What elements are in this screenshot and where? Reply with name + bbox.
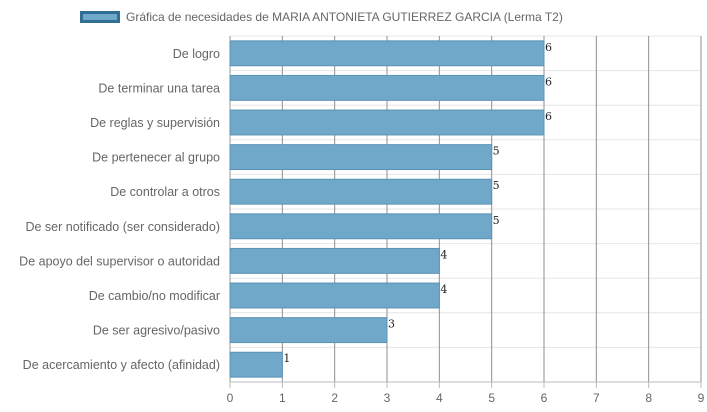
bar [229, 144, 493, 171]
data-label: 5 [493, 145, 500, 158]
data-label: 1 [283, 352, 290, 365]
legend-label: Gráfica de necesidades de MARIA ANTONIET… [126, 10, 563, 24]
x-tick-label: 6 [541, 391, 548, 405]
data-label: 3 [388, 318, 395, 331]
category-label: De acercamiento y afecto (afinidad) [23, 358, 220, 372]
data-label: 4 [440, 248, 447, 261]
bar [229, 178, 493, 205]
data-label: 5 [493, 179, 500, 192]
data-label: 4 [440, 283, 447, 296]
data-label: 5 [493, 214, 500, 227]
bar [229, 74, 545, 101]
bar [229, 109, 545, 136]
category-label: De pertenecer al grupo [92, 151, 220, 165]
category-label: De cambio/no modificar [89, 289, 220, 303]
bar [229, 317, 388, 344]
bar [229, 282, 440, 309]
bar [229, 247, 440, 274]
legend-swatch [80, 11, 120, 23]
category-label: De controlar a otros [110, 185, 220, 199]
x-tick-label: 5 [488, 391, 495, 405]
category-label: De terminar una tarea [98, 81, 220, 95]
x-tick-label: 3 [384, 391, 391, 405]
chart-legend[interactable]: Gráfica de necesidades de MARIA ANTONIET… [80, 8, 563, 26]
category-label: De apoyo del supervisor o autoridad [19, 254, 220, 268]
category-label: De ser notificado (ser considerado) [25, 220, 220, 234]
x-tick-label: 1 [279, 391, 286, 405]
x-tick-label: 8 [645, 391, 652, 405]
category-label: De logro [173, 47, 220, 61]
x-tick-label: 4 [436, 391, 443, 405]
data-label: 6 [545, 41, 552, 54]
category-label: De reglas y supervisión [90, 116, 220, 130]
x-tick-label: 9 [698, 391, 705, 405]
x-tick-label: 0 [227, 391, 234, 405]
x-tick-label: 2 [331, 391, 338, 405]
category-label: De ser agresivo/pasivo [93, 324, 220, 338]
bar [229, 213, 493, 240]
bar [229, 40, 545, 67]
data-label: 6 [545, 75, 552, 88]
data-label: 6 [545, 110, 552, 123]
x-tick-label: 7 [593, 391, 600, 405]
bar [229, 351, 283, 378]
